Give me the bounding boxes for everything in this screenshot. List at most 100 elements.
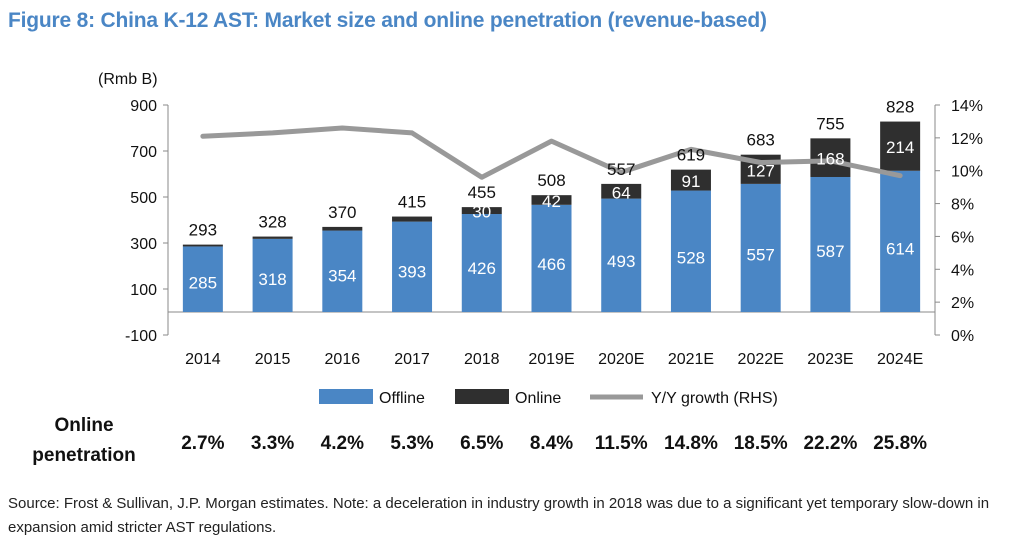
- online-bar: [670, 169, 711, 191]
- legend-offline-swatch: [319, 389, 373, 404]
- left-axis-unit-label: (Rmb B): [98, 71, 158, 88]
- chart-bars: [182, 121, 921, 312]
- x-axis-tick-label: 2015: [255, 351, 291, 368]
- right-axis-tick-label: 0%: [951, 328, 974, 345]
- online-bar: [461, 207, 502, 215]
- yoy-growth-line: [200, 125, 903, 180]
- offline-bar: [740, 183, 781, 312]
- offline-value-label: 354: [328, 266, 356, 285]
- offline-value-label: 393: [398, 262, 426, 281]
- offline-bar: [252, 238, 293, 312]
- online-bar: [252, 236, 293, 239]
- offline-bar: [880, 170, 921, 312]
- total-value-label: 293: [189, 221, 217, 240]
- online-value-label: 64: [612, 183, 631, 202]
- online-bar: [880, 121, 921, 171]
- online-bar: [810, 138, 851, 177]
- penetration-label: Online penetration: [32, 415, 136, 466]
- chart-legend: Offline Online Y/Y growth (RHS): [319, 389, 778, 407]
- penetration-value: 5.3%: [390, 433, 434, 454]
- left-axis-tick-label: 300: [130, 236, 157, 253]
- offline-value-label: 587: [816, 242, 844, 261]
- offline-bar: [392, 221, 433, 312]
- x-axis-tick-label: 2021E: [668, 351, 714, 368]
- right-axis-tick-label: 8%: [951, 197, 974, 214]
- total-value-label: 557: [607, 160, 635, 179]
- chart-title: Figure 8: China K-12 AST: Market size an…: [8, 9, 767, 32]
- left-axis-tick-label: -100: [125, 328, 157, 345]
- x-axis-tick-label: 2016: [325, 351, 361, 368]
- offline-bar: [182, 246, 223, 312]
- total-value-label: 370: [328, 203, 356, 222]
- online-value-label: 91: [681, 172, 700, 191]
- growth-line-layer: [200, 125, 903, 180]
- x-axis-tick-label: 2014: [185, 351, 221, 368]
- total-value-label: 415: [398, 193, 426, 212]
- total-value-label: 455: [468, 183, 496, 202]
- left-axis-tick-label: 700: [130, 144, 157, 161]
- left-axis-tick-label: 500: [130, 190, 157, 207]
- online-value-label: 127: [746, 161, 774, 180]
- left-axis-tick-label: 900: [130, 98, 157, 115]
- online-value-label: 168: [816, 150, 844, 169]
- market-size-chart: 900 700 500 300 100 -100 (Rmb B) 14% 12% 10% 8% 6% 4…: [98, 71, 983, 407]
- right-axis-tick-label: 2%: [951, 295, 974, 312]
- penetration-value: 18.5%: [733, 433, 788, 454]
- offline-value-label: 318: [258, 270, 286, 289]
- offline-bar: [461, 214, 502, 312]
- online-value-label: 30: [472, 203, 491, 222]
- total-value-label: 755: [816, 114, 844, 133]
- legend-online-swatch: [455, 389, 509, 404]
- online-bar: [601, 183, 642, 199]
- offline-value-label: 466: [537, 255, 565, 274]
- total-value-label: 619: [677, 146, 705, 165]
- total-value-label: 683: [746, 131, 774, 150]
- online-bar: [531, 195, 572, 205]
- x-axis-tick-label: 2019E: [528, 351, 574, 368]
- penetration-value: 22.2%: [803, 433, 858, 454]
- x-axis-tick-label: 2020E: [598, 351, 644, 368]
- offline-value-label: 557: [746, 245, 774, 264]
- online-value-label: 42: [542, 192, 561, 211]
- right-axis-tick-label: 12%: [951, 131, 983, 148]
- right-axis-tick-label: 4%: [951, 262, 974, 279]
- total-value-label: 508: [537, 171, 565, 190]
- source-note: Source: Frost & Sullivan, J.P. Morgan es…: [8, 495, 990, 536]
- penetration-value: 8.4%: [529, 433, 574, 454]
- online-bar: [392, 216, 433, 222]
- right-axis-tick-label: 6%: [951, 229, 974, 246]
- offline-bar: [810, 176, 851, 312]
- penetration-value: 14.8%: [664, 433, 718, 454]
- online-bar: [182, 244, 223, 247]
- x-axis-tick-label: 2024E: [877, 351, 923, 368]
- offline-bar: [601, 198, 642, 312]
- offline-value-label: 426: [468, 259, 496, 278]
- legend-offline-label: Offline: [379, 390, 425, 407]
- x-axis-tick-label: 2023E: [807, 351, 853, 368]
- legend-growth-label: Y/Y growth (RHS): [651, 390, 778, 407]
- offline-value-label: 493: [607, 252, 635, 271]
- offline-bar: [531, 204, 572, 312]
- penetration-value: 4.2%: [320, 433, 364, 454]
- offline-value-label: 614: [886, 239, 914, 258]
- penetration-value: 25.8%: [873, 433, 928, 454]
- penetration-value: 3.3%: [250, 433, 295, 454]
- right-axis-tick-label: 10%: [951, 164, 983, 181]
- offline-bar: [322, 230, 363, 312]
- offline-value-label: 285: [189, 274, 217, 293]
- right-axis-tick-label: 14%: [951, 98, 983, 115]
- offline-value-label: 528: [677, 248, 705, 267]
- left-axis-tick-label: 100: [130, 282, 157, 299]
- x-axis-tick-label: 2018: [464, 351, 500, 368]
- total-value-label: 328: [258, 213, 286, 232]
- x-axis-tick-label: 2017: [394, 351, 430, 368]
- x-axis-tick-label: 2022E: [738, 351, 784, 368]
- penetration-value: 6.5%: [460, 433, 504, 454]
- penetration-value: 2.7%: [181, 433, 225, 454]
- offline-bar: [670, 190, 711, 312]
- online-value-label: 214: [886, 138, 914, 157]
- penetration-value: 11.5%: [594, 433, 648, 454]
- total-value-label: 828: [886, 98, 914, 117]
- chart-axes: 900 700 500 300 100 -100 (Rmb B) 14% 12% 10% 8% 6% 4…: [98, 71, 983, 368]
